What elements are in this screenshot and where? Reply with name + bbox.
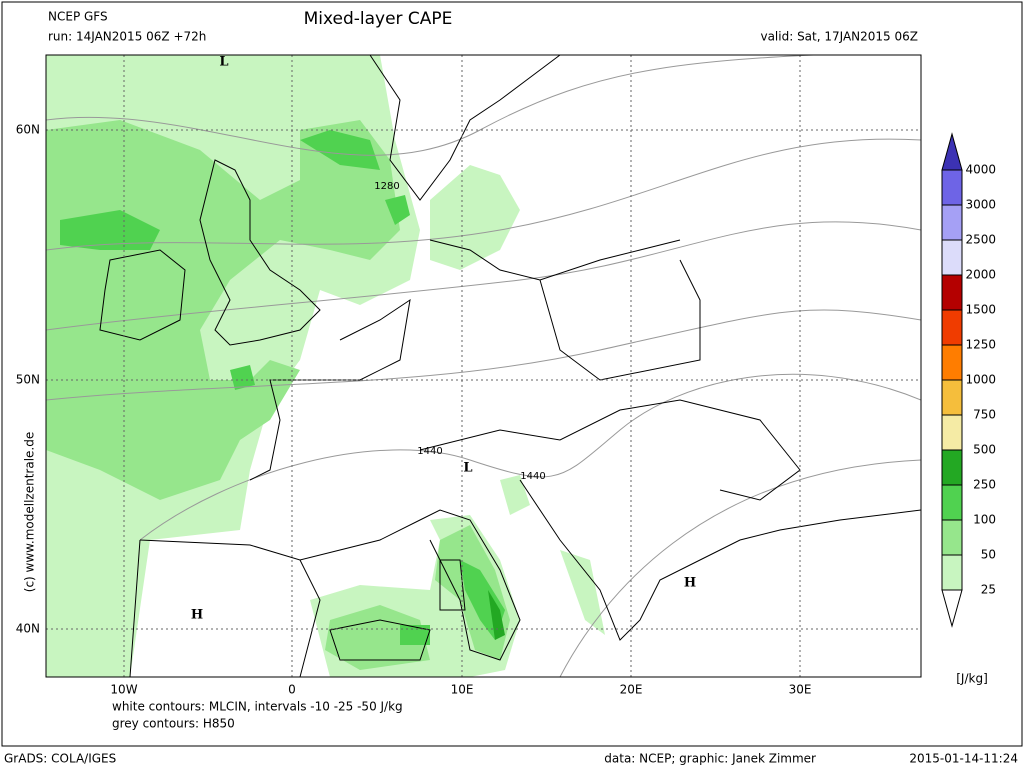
colorbar-label: 25 — [981, 583, 996, 597]
copyright: (c) www.modellzentrale.de — [23, 432, 37, 592]
colorbar-box — [941, 554, 963, 591]
grey-contour-note: grey contours: H850 — [112, 717, 235, 731]
contour-label: 1280 — [374, 181, 399, 192]
colorbar-box — [941, 344, 963, 381]
colorbar-label: 1250 — [965, 338, 996, 352]
colorbar-box — [941, 414, 963, 451]
lon-label: 0 — [288, 683, 296, 697]
colorbar-box — [941, 204, 963, 241]
cape-shading-max — [488, 590, 505, 640]
lat-label: 40N — [16, 622, 40, 636]
pressure-label: H — [684, 576, 696, 591]
colorbar-label: 1500 — [965, 303, 996, 317]
graticule — [46, 55, 921, 677]
pressure-label: H — [191, 608, 203, 623]
model: NCEP GFS — [48, 10, 108, 24]
h850-contours — [46, 55, 921, 677]
lat-label: 60N — [16, 123, 40, 137]
lon-label: 30E — [789, 683, 812, 697]
colorbar-unit: [J/kg] — [956, 672, 988, 686]
colorbar-label: 100 — [973, 513, 996, 527]
contour-label: 1440 — [417, 446, 442, 457]
colorbar-box — [941, 309, 963, 346]
valid-time: valid: Sat, 17JAN2015 06Z — [760, 30, 918, 44]
map-frame — [45, 54, 922, 678]
colorbar-label: 2000 — [965, 268, 996, 282]
colorbar-label: 250 — [973, 478, 996, 492]
colorbar-label: 4000 — [965, 163, 996, 177]
colorbar-triangle — [941, 589, 963, 628]
colorbar-label: 500 — [973, 443, 996, 457]
credit: data: NCEP; graphic: Janek Zimmer — [604, 752, 816, 766]
run: run: 14JAN2015 06Z +72h — [48, 30, 206, 44]
lon-label: 10E — [451, 683, 474, 697]
outer-border — [1, 1, 1023, 747]
colorbar-box — [941, 484, 963, 521]
colorbar-box — [941, 519, 963, 556]
software: GrADS: COLA/IGES — [4, 752, 116, 766]
colorbar-label: 750 — [973, 408, 996, 422]
colorbar: 25 50 100 250 500 750 1000 1250 1500 2000 2500 3000… — [941, 132, 996, 628]
pressure-label: L — [463, 461, 472, 476]
lat-label: 50N — [16, 373, 40, 387]
colorbar-box — [941, 274, 963, 311]
map-area: L L H H 1280 1440 1440 — [46, 55, 921, 677]
colorbar-label: 2500 — [965, 233, 996, 247]
white-contour-note: white contours: MLCIN, intervals -10 -25… — [112, 700, 403, 714]
title: Mixed-layer CAPE — [304, 9, 453, 29]
colorbar-box — [941, 379, 963, 416]
pressure-label: L — [219, 55, 228, 70]
colorbar-label: 50 — [981, 548, 996, 562]
lon-label: 10W — [110, 683, 137, 697]
lon-label: 20E — [620, 683, 643, 697]
timestamp: 2015-01-14-11:24 — [909, 752, 1018, 766]
colorbar-triangle — [941, 132, 963, 171]
colorbar-label: 1000 — [965, 373, 996, 387]
colorbar-label: 3000 — [965, 198, 996, 212]
colorbar-box — [941, 239, 963, 276]
colorbar-box — [941, 449, 963, 486]
colorbar-box — [941, 169, 963, 206]
contour-label: 1440 — [520, 471, 545, 482]
